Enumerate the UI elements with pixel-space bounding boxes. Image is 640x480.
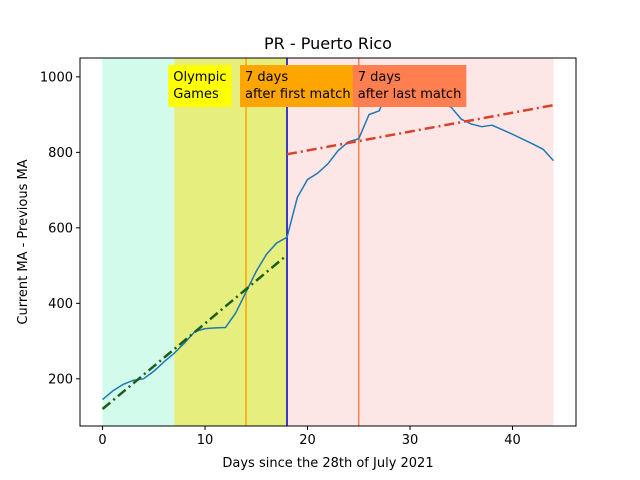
x-tick-label: 0 [98, 433, 106, 448]
x-tick-label: 20 [299, 433, 316, 448]
data-point [173, 352, 175, 354]
data-series [102, 73, 555, 401]
annotation-text-0-0: Olympic [173, 70, 226, 85]
data-point [553, 160, 555, 162]
data-point [112, 390, 114, 392]
data-point [153, 370, 155, 372]
data-point [225, 327, 227, 329]
x-tick-label: 10 [197, 433, 214, 448]
data-point [522, 138, 524, 140]
data-point [163, 361, 165, 363]
trend-lines [101, 103, 554, 410]
x-axis-ticks: 0 10 20 30 40 [98, 426, 521, 448]
annotation-box-0 [168, 65, 232, 107]
data-point [491, 124, 493, 126]
data-point [122, 384, 124, 386]
chart-title: PR - Puerto Rico [264, 34, 392, 53]
annotation-text-0-1: Games [173, 87, 219, 102]
annotation-text-2-0: 7 days [358, 70, 401, 85]
shaded-regions [102, 58, 554, 426]
data-point [501, 129, 503, 131]
data-point [143, 378, 145, 380]
data-point [368, 114, 370, 116]
data-point [471, 123, 473, 125]
data-point [337, 150, 339, 152]
region-2 [287, 58, 554, 426]
data-point [102, 399, 104, 401]
trend-line-1 [286, 103, 554, 156]
region-0 [102, 58, 175, 426]
data-point [132, 379, 134, 381]
y-tick-label: 600 [48, 221, 73, 236]
y-tick-label: 800 [48, 146, 73, 161]
data-point [235, 312, 237, 314]
data-point [327, 163, 329, 165]
y-axis-ticks: 200 400 600 800 1000 [40, 70, 80, 387]
data-point [542, 148, 544, 150]
data-point [276, 242, 278, 244]
y-tick-label: 200 [48, 372, 73, 387]
plot-frame [79, 57, 577, 427]
data-point [204, 328, 206, 330]
annotation-text-2-1: after last match [358, 87, 462, 102]
data-point [512, 133, 514, 135]
annotation-box-2 [352, 65, 467, 107]
y-axis-label: Current MA - Previous MA [16, 159, 31, 324]
series-line-0 [102, 73, 555, 401]
data-point [266, 253, 268, 255]
x-axis-label: Days since the 28th of July 2021 [222, 456, 433, 471]
annotation-box-1 [240, 65, 356, 107]
y-tick-label: 400 [48, 297, 73, 312]
data-point [296, 197, 298, 199]
annotations: Olympic Games 7 days after first match 7 day… [168, 65, 467, 107]
data-point [378, 110, 380, 112]
data-point [307, 179, 309, 181]
data-point [317, 172, 319, 174]
data-point [358, 138, 360, 140]
annotation-text-1-0: 7 days [245, 70, 288, 85]
x-tick-label: 40 [504, 433, 521, 448]
y-tick-label: 1000 [40, 70, 73, 85]
vertical-marker-lines [245, 58, 360, 426]
x-tick-label: 30 [402, 433, 419, 448]
data-point [286, 236, 288, 238]
region-1 [174, 58, 288, 426]
data-point [214, 327, 216, 329]
data-point [255, 270, 257, 272]
data-point [460, 118, 462, 120]
data-point [532, 143, 534, 145]
annotation-text-1-1: after first match [245, 87, 351, 102]
data-point [481, 126, 483, 128]
trend-line-0 [101, 254, 288, 410]
